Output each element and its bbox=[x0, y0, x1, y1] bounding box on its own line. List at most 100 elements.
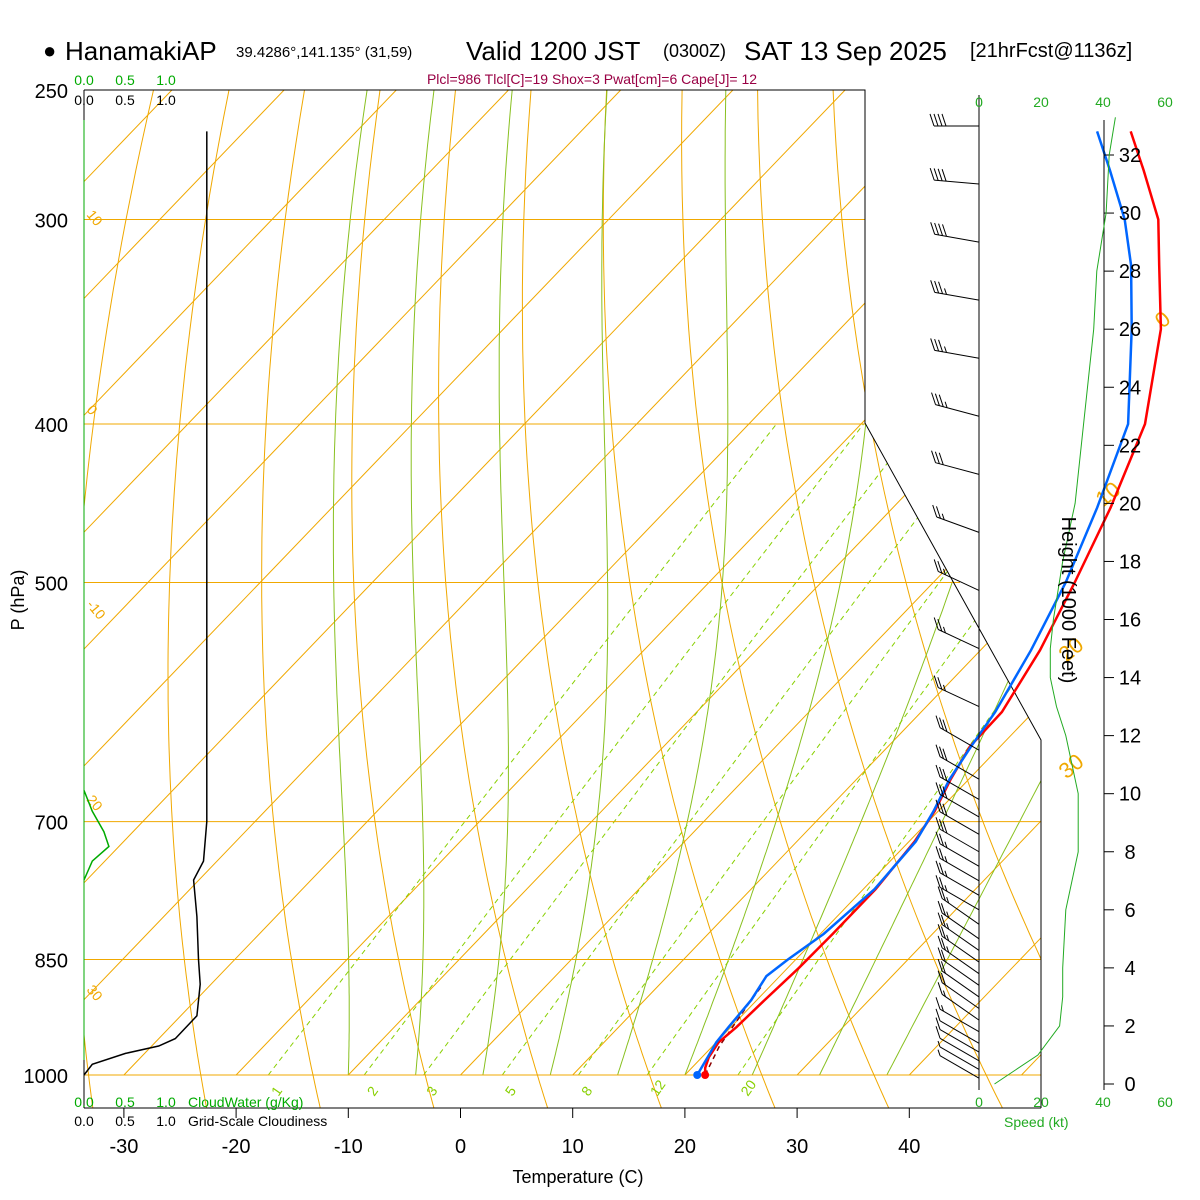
dry-adiabat-line bbox=[261, 90, 322, 1108]
wind-barb-half-flag bbox=[942, 990, 946, 997]
wind-barb-shaft bbox=[939, 1055, 980, 1079]
wind-barb bbox=[937, 924, 980, 963]
wind-barb bbox=[933, 559, 980, 591]
wind-barb bbox=[937, 912, 980, 951]
wind-barb-flag bbox=[937, 970, 943, 983]
wind-barb-flag bbox=[937, 886, 943, 899]
wind-barb-flag bbox=[935, 744, 941, 757]
wind-barb bbox=[935, 744, 980, 780]
wind-barb-flag bbox=[938, 281, 944, 294]
wind-barb bbox=[930, 280, 980, 301]
wind-barb-flag bbox=[937, 947, 943, 960]
wind-barb-shaft bbox=[934, 233, 980, 243]
wind-barb-flag bbox=[940, 972, 946, 986]
wind-barb-flag bbox=[937, 560, 943, 574]
cloudiness-line bbox=[83, 131, 208, 1076]
wind-barb bbox=[935, 715, 980, 751]
x-axis-title: Temperature (C) bbox=[512, 1167, 643, 1187]
wind-barb-flag bbox=[938, 394, 944, 407]
wind-barb-flag bbox=[942, 748, 948, 761]
temp-tick-label: -10 bbox=[334, 1136, 363, 1158]
cloudwater-tick-bottom: 1.0 bbox=[156, 1094, 176, 1110]
wind-barb-flag bbox=[939, 766, 944, 780]
moist-adiabat-line bbox=[410, 90, 435, 1076]
isotherm-line bbox=[84, 90, 509, 1076]
dry-adiabat-line bbox=[521, 90, 663, 1108]
wind-barb-shaft bbox=[941, 970, 980, 998]
speed-tick-bottom: 0 bbox=[975, 1094, 983, 1110]
wind-barb-flag bbox=[935, 1017, 941, 1030]
wind-barb-flag bbox=[934, 451, 940, 464]
wind-barb-half-flag bbox=[937, 1040, 941, 1048]
wind-barb-flag bbox=[940, 888, 946, 901]
wind-speed-line bbox=[994, 117, 1116, 1085]
wind-barb-flag bbox=[940, 949, 946, 962]
wind-barb-shaft bbox=[941, 898, 980, 925]
sounding-profiles bbox=[693, 131, 1163, 1079]
wind-barb-half-flag bbox=[946, 946, 950, 953]
speed-tick-bottom: 40 bbox=[1095, 1094, 1111, 1110]
wind-barb-flag bbox=[935, 782, 941, 795]
wind-barb bbox=[935, 764, 980, 800]
mixing-ratio-line bbox=[267, 423, 777, 1076]
wind-barb-flag bbox=[935, 997, 941, 1010]
wind-barb-shaft bbox=[939, 1029, 980, 1053]
pressure-tick-label: 700 bbox=[35, 813, 68, 835]
wind-barb-shaft bbox=[939, 872, 980, 896]
dry-adiabat-line bbox=[756, 90, 1004, 1108]
pressure-tick-label: 400 bbox=[35, 415, 68, 437]
wind-barb-flag bbox=[940, 961, 946, 974]
wind-barb-flag bbox=[939, 801, 944, 814]
wind-barb-flag bbox=[942, 224, 947, 237]
wind-barb-shaft bbox=[938, 629, 980, 649]
mixing-ratio-line bbox=[577, 423, 1041, 1076]
wind-barb-flag bbox=[942, 821, 948, 834]
dry-adiabat-line bbox=[980, 90, 1041, 1108]
wind-barb-flag bbox=[939, 877, 944, 890]
isotherm-line bbox=[84, 90, 397, 1076]
wind-barb bbox=[937, 947, 980, 986]
temp-tick-label: -20 bbox=[222, 1136, 251, 1158]
temp-tick-label: -30 bbox=[109, 1136, 138, 1158]
wind-barb bbox=[930, 338, 980, 359]
height-tick-label: 22 bbox=[1119, 435, 1141, 457]
wind-barb-flag bbox=[935, 860, 941, 873]
surface-dewpoint-dot bbox=[693, 1071, 702, 1079]
moist-adiabat-line bbox=[332, 90, 368, 1076]
pressure-tick-label: 1000 bbox=[24, 1066, 69, 1088]
cloudiness-tick-top: 1.0 bbox=[156, 92, 176, 108]
wind-barb-flag bbox=[929, 167, 935, 181]
wind-barb-shaft bbox=[936, 516, 980, 533]
wind-barb-flag bbox=[937, 113, 943, 127]
dry-adiabat-line bbox=[351, 90, 435, 1108]
wind-barb-flag bbox=[939, 746, 944, 759]
valid-time: Valid 1200 JST bbox=[466, 36, 641, 66]
cloudiness-tick-top: 0.5 bbox=[115, 92, 135, 108]
pressure-tick-label: 850 bbox=[35, 951, 68, 973]
cloudiness-tick-bottom: 0.0 bbox=[74, 1113, 94, 1129]
wind-barb bbox=[929, 113, 979, 127]
forecast-info: [21hrFcst@1136z] bbox=[970, 40, 1132, 62]
wind-barb-half-flag bbox=[944, 885, 948, 892]
wind-barb-half-flag bbox=[946, 911, 950, 918]
wind-barb-shaft bbox=[935, 462, 980, 475]
mixing-ratio-label: 2 bbox=[364, 1083, 382, 1099]
wind-barb-flag bbox=[937, 168, 943, 181]
mixing-ratio-line bbox=[501, 423, 989, 1076]
cloudwater-tick-bottom: 0.5 bbox=[115, 1094, 135, 1110]
height-tick-label: 2 bbox=[1124, 1016, 1135, 1038]
wind-barb bbox=[937, 958, 980, 998]
wind-barb-half-flag bbox=[946, 896, 950, 904]
wind-barb bbox=[932, 504, 980, 533]
wind-barb bbox=[937, 982, 980, 1021]
wind-barb bbox=[937, 886, 980, 925]
speed-tick-top: 20 bbox=[1033, 94, 1049, 110]
dry-adiabat-line bbox=[167, 90, 236, 1108]
moist-adiabat-line bbox=[617, 90, 729, 1076]
wind-barb-flag bbox=[935, 831, 941, 844]
isotherm-label: 30 bbox=[1054, 749, 1089, 784]
wind-barb-half-flag bbox=[944, 346, 947, 353]
pressure-tick-label: 300 bbox=[35, 211, 68, 233]
isotherm-line bbox=[84, 90, 285, 1076]
